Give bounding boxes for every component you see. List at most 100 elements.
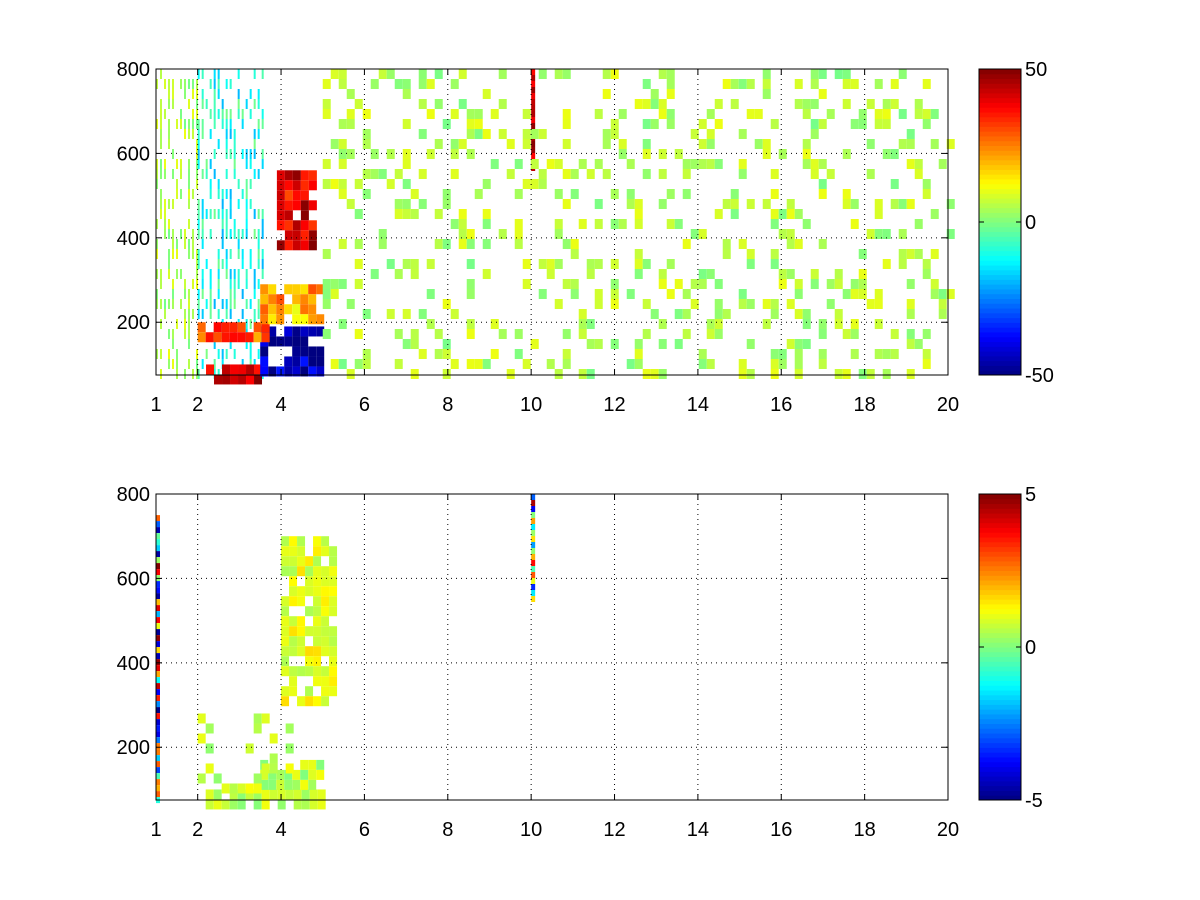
heatmap-cell [394, 359, 403, 369]
heatmap-cell [321, 616, 330, 627]
heatmap-cell [370, 79, 379, 89]
heatmap-cell [450, 109, 459, 119]
colorbar-swatch [979, 360, 1021, 366]
heatmap-cell [292, 336, 301, 347]
heatmap-cell [293, 789, 302, 800]
heatmap-cell [196, 119, 198, 129]
heatmap-cell [329, 576, 338, 587]
colorbar-swatch [979, 317, 1021, 323]
heatmap-cell [300, 180, 309, 191]
heatmap-cell [156, 593, 160, 600]
heatmap-cell [850, 199, 859, 209]
heatmap-cell [890, 349, 899, 359]
heatmap-cell [221, 799, 230, 810]
heatmap-cell [257, 349, 260, 359]
heatmap-cell [213, 322, 222, 333]
heatmap-cell [714, 159, 723, 169]
heatmap-cell [184, 129, 186, 139]
heatmap-cell [434, 239, 443, 249]
heatmap-cell [714, 299, 723, 309]
heatmap-cell [188, 319, 190, 329]
heatmap-cell [233, 349, 236, 359]
colorbar-tick-label: -5 [1025, 790, 1043, 812]
heatmap-cell [682, 239, 691, 249]
heatmap-cell [842, 199, 851, 209]
heatmap-cell [249, 319, 252, 329]
heatmap-cell [554, 229, 563, 239]
heatmap-cell [284, 240, 293, 251]
heatmap-cell [221, 349, 224, 359]
heatmap-cell [938, 289, 947, 299]
heatmap-cell [221, 259, 224, 269]
heatmap-cell [514, 329, 523, 339]
heatmap-cell [281, 646, 290, 657]
heatmap-cell [786, 199, 795, 209]
heatmap-cell [261, 713, 270, 724]
heatmap-cell [197, 289, 200, 299]
heatmap-cell [176, 179, 178, 189]
colorbar-swatch [979, 183, 1021, 190]
colorbar-swatch [979, 150, 1021, 156]
colorbar-swatch [979, 370, 1021, 376]
colorbar-swatch [979, 637, 1021, 643]
heatmap-cell [205, 159, 208, 169]
heatmap-cell [233, 159, 236, 169]
colorbar-swatch [979, 718, 1021, 724]
heatmap-cell [810, 99, 819, 109]
heatmap-cell [160, 299, 162, 309]
heatmap-cell [209, 279, 212, 289]
heatmap-cell [156, 527, 160, 534]
heatmap-cell [172, 329, 174, 339]
heatmap-cell [197, 733, 206, 744]
heatmap-cell [184, 319, 186, 329]
heatmap-cell [666, 89, 675, 99]
heatmap-cell [188, 299, 190, 309]
heatmap-cell [257, 209, 260, 219]
heatmap-cell [168, 359, 170, 369]
heatmap-cell [172, 239, 174, 249]
heatmap-cell [922, 259, 931, 269]
heatmap-cell [205, 349, 208, 359]
heatmap-cell [289, 566, 298, 577]
colorbar-swatch [979, 88, 1021, 94]
heatmap-cell [188, 289, 190, 299]
colorbar-swatch [979, 207, 1021, 213]
heatmap-cell [285, 789, 294, 800]
heatmap-cell [176, 119, 178, 129]
heatmap-cell [666, 189, 675, 199]
heatmap-cell [386, 179, 395, 189]
heatmap-cell [156, 545, 160, 552]
heatmap-cell [225, 119, 228, 129]
heatmap-cell [930, 289, 939, 299]
heatmap-cell [184, 279, 186, 289]
heatmap-cell [618, 139, 627, 149]
heatmap-cell [164, 309, 166, 319]
heatmap-cell [156, 719, 160, 726]
heatmap-cell [466, 129, 475, 139]
heatmap-cell [300, 230, 309, 241]
heatmap-cell [184, 79, 186, 89]
heatmap-cell [156, 713, 160, 720]
heatmap-cell [562, 139, 571, 149]
heatmap-cell [176, 369, 178, 379]
heatmap-cell [213, 789, 222, 800]
heatmap-cell [338, 149, 347, 159]
heatmap-cell [866, 299, 875, 309]
heatmap-cell [642, 99, 651, 109]
colorbar-swatch [979, 222, 1021, 228]
heatmap-cell [245, 319, 248, 329]
heatmap-cell [289, 636, 298, 647]
heatmap-cell [650, 309, 659, 319]
heatmap-cell [906, 129, 915, 139]
heatmap-cell [308, 240, 317, 251]
heatmap-cell [309, 789, 318, 800]
heatmap-cell [770, 119, 779, 129]
heatmap-cell [531, 554, 536, 560]
heatmap-cell [168, 99, 170, 109]
colorbar-swatch [979, 245, 1021, 252]
x-tick-label: 18 [854, 819, 876, 841]
heatmap-cell [308, 366, 317, 377]
heatmap-cell [322, 99, 331, 109]
heatmap-cell [225, 259, 228, 269]
heatmap-cell [184, 289, 186, 299]
